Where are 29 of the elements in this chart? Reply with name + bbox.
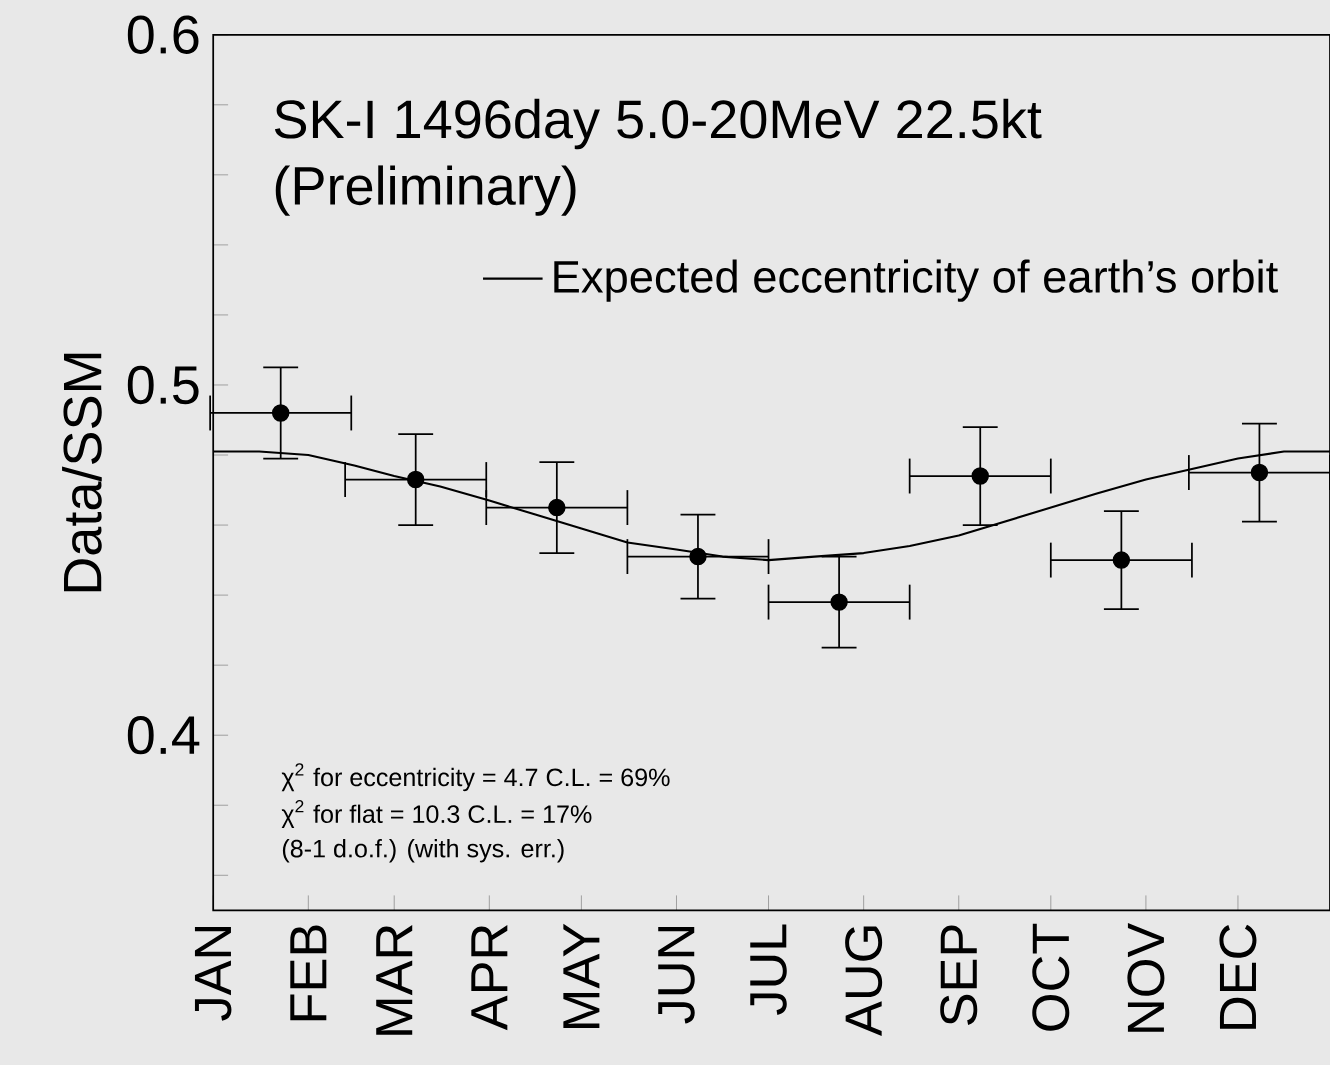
point	[548, 498, 566, 517]
y-axis-title: Data/SSM	[62, 353, 102, 592]
annotation: (8-1 d.o.f.) (with sys. err.)	[282, 838, 564, 863]
x-tick-label: SEP	[940, 925, 978, 1025]
point	[689, 547, 707, 566]
text: SK-I 1496day 5.0-20MeV 22.5kt	[274, 98, 1042, 150]
x-tick-label: MAR	[376, 925, 413, 1035]
x-tick-label: MAY	[563, 923, 600, 1028]
legend-label: Expected eccentricity of earth’s orbit	[554, 259, 1278, 302]
y-tick-label: 0.4	[127, 715, 200, 755]
x-tick-label: JUL	[750, 924, 787, 1015]
point	[830, 593, 848, 611]
x-tick-label: JUN	[658, 926, 695, 1024]
x-tick-label: DEC	[1219, 924, 1257, 1029]
text: (Preliminary)	[275, 165, 576, 216]
point	[1250, 463, 1269, 482]
point	[406, 470, 425, 489]
x-tick-label: OCT	[1032, 923, 1070, 1031]
y-tick-label: 0.5	[127, 365, 199, 405]
x-tick-label: AUG	[845, 926, 883, 1036]
x-tick-label: APR	[471, 925, 508, 1031]
annotation: χ$^{2}$ for flat = 10.3 C.L. = 17%	[281, 799, 592, 828]
x-tick-label: JAN	[194, 926, 232, 1021]
y-tick-label: 0.6	[127, 15, 199, 54]
point	[1112, 551, 1131, 569]
annotation: χ$^{2}$ for eccentricity = 4.7 C.L. = 69%	[281, 763, 670, 792]
point	[971, 467, 989, 485]
x-tick-label: FEB	[290, 925, 327, 1021]
x-tick-label: NOV	[1127, 922, 1165, 1032]
